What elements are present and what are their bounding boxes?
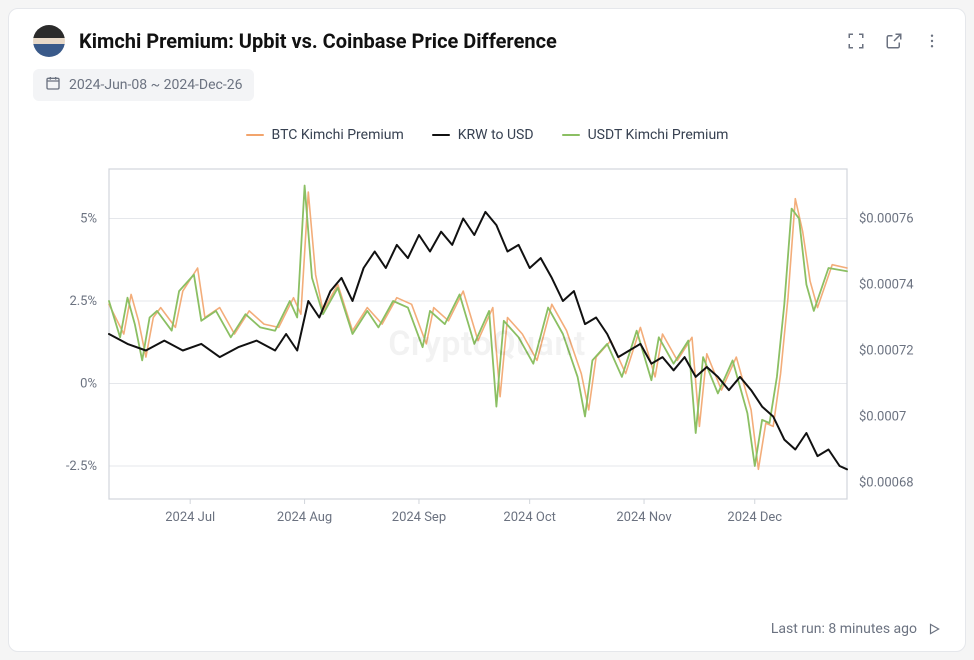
chart-legend: BTC Kimchi Premium KRW to USD USDT Kimchi …	[9, 109, 965, 149]
svg-text:2024 Aug: 2024 Aug	[277, 510, 332, 525]
card-header: Kimchi Premium: Upbit vs. Coinbase Price…	[9, 9, 965, 69]
run-icon[interactable]	[927, 622, 941, 636]
legend-item[interactable]: BTC Kimchi Premium	[246, 127, 404, 143]
card-footer: Last run: 8 minutes ago	[9, 613, 965, 651]
more-menu-icon[interactable]	[923, 32, 941, 50]
svg-text:2024 Dec: 2024 Dec	[727, 510, 782, 525]
svg-text:2024 Nov: 2024 Nov	[616, 510, 672, 525]
svg-text:$0.00074: $0.00074	[859, 278, 914, 293]
svg-text:2024 Jul: 2024 Jul	[165, 510, 215, 525]
legend-label: KRW to USD	[458, 127, 534, 143]
svg-text:$0.00076: $0.00076	[859, 212, 914, 227]
svg-text:5%: 5%	[80, 212, 97, 227]
svg-text:2.5%: 2.5%	[69, 294, 97, 309]
svg-text:$0.0007: $0.0007	[859, 410, 906, 425]
header-actions	[847, 32, 941, 50]
open-external-icon[interactable]	[885, 32, 903, 50]
svg-text:2024 Oct: 2024 Oct	[503, 510, 555, 525]
fullscreen-icon[interactable]	[847, 32, 865, 50]
legend-swatch	[562, 134, 580, 137]
svg-text:$0.00072: $0.00072	[859, 344, 914, 359]
chart-area[interactable]: CryptoQuant -2.5%0%2.5%5%$0.00068$0.0007…	[9, 149, 965, 613]
legend-label: USDT Kimchi Premium	[588, 127, 729, 143]
chart-title: Kimchi Premium: Upbit vs. Coinbase Price…	[79, 29, 847, 53]
subheader: 2024-Jun-08 ~ 2024-Dec-26	[9, 69, 965, 109]
author-avatar[interactable]	[33, 25, 65, 57]
svg-text:0%: 0%	[80, 377, 97, 392]
svg-text:$0.00068: $0.00068	[859, 476, 914, 491]
chart-card: Kimchi Premium: Upbit vs. Coinbase Price…	[8, 8, 966, 652]
calendar-icon	[45, 75, 61, 95]
last-run-label: Last run: 8 minutes ago	[771, 621, 917, 637]
legend-label: BTC Kimchi Premium	[272, 127, 404, 143]
svg-text:-2.5%: -2.5%	[66, 459, 97, 474]
chart-svg: -2.5% 0% 2.5% 5% $0.00068 $0.0007 $0.00072 $0.0…	[29, 149, 947, 549]
legend-item[interactable]: KRW to USD	[432, 127, 534, 143]
date-range-label: 2024-Jun-08 ~ 2024-Dec-26	[69, 77, 242, 93]
svg-text:2024 Sep: 2024 Sep	[392, 510, 446, 525]
date-range-picker[interactable]: 2024-Jun-08 ~ 2024-Dec-26	[33, 69, 254, 101]
legend-swatch	[432, 134, 450, 137]
legend-swatch	[246, 134, 264, 137]
legend-item[interactable]: USDT Kimchi Premium	[562, 127, 729, 143]
